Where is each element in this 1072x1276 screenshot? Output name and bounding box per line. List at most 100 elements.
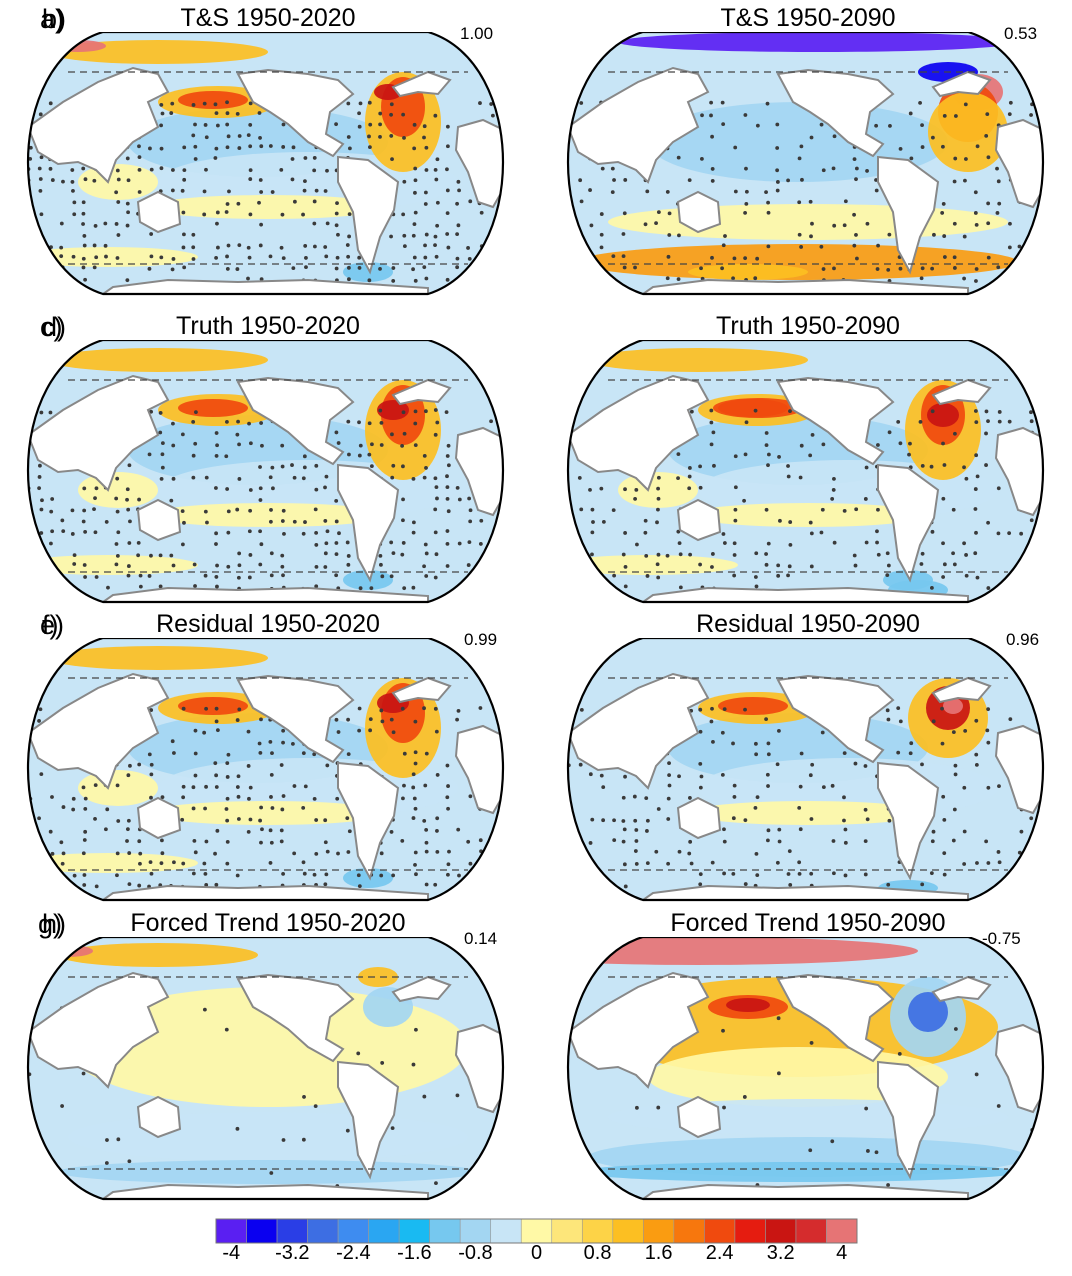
stipple-dot <box>687 851 692 856</box>
stipple-dot <box>51 574 55 579</box>
stipple-dot <box>821 267 826 271</box>
stipple-dot <box>984 409 989 414</box>
stipple-dot <box>270 806 275 810</box>
stipple-dot <box>435 816 440 821</box>
stipple-dot <box>986 520 990 525</box>
stipple-dot <box>435 773 440 777</box>
stipple-dot <box>799 144 804 149</box>
stipple-dot <box>445 496 450 501</box>
stipple-dot <box>380 574 385 579</box>
stipple-dot <box>468 199 473 204</box>
stipple-dot <box>601 519 606 524</box>
stipple-dot <box>37 166 42 171</box>
panel-f: Residual 1950-2090 f) 0.96 <box>42 608 1068 908</box>
stipple-dot <box>216 245 220 250</box>
stipple-dot <box>973 551 978 556</box>
pattern-correlation: 0.53 <box>1004 24 1038 43</box>
stipple-dot <box>590 530 595 535</box>
stipple-dot <box>875 529 879 534</box>
stipple-dot <box>390 475 395 480</box>
stipple-dot <box>171 421 175 426</box>
stipple-dot <box>986 707 991 712</box>
stipple-dot <box>92 178 97 183</box>
stipple-dot <box>28 145 33 150</box>
stipple-dot <box>676 277 681 282</box>
stipple-dot <box>171 476 176 481</box>
stipple-dot <box>323 245 328 249</box>
stipple-dot <box>290 177 295 182</box>
panel-label: b) <box>42 4 67 34</box>
stipple-dot <box>160 441 165 446</box>
stipple-dot <box>246 729 251 734</box>
stipple-dot <box>929 464 934 469</box>
stipple-dot <box>202 1007 207 1012</box>
stipple-dot <box>445 564 450 568</box>
stipple-dot <box>1039 111 1043 115</box>
stipple-dot <box>809 234 813 239</box>
stipple-dot <box>70 508 75 513</box>
colorbar-tick-label: -4 <box>222 1242 241 1264</box>
stipple-dot <box>973 487 978 491</box>
stipple-dot <box>953 772 958 777</box>
stipple-dot <box>908 441 912 446</box>
stipple-dot <box>665 276 670 281</box>
stipple-dot <box>478 882 483 887</box>
stipple-dot <box>237 146 242 150</box>
stipple-dot <box>500 520 503 525</box>
landmass <box>676 796 722 840</box>
stipple-dot <box>149 772 154 777</box>
stipple-dot <box>224 807 229 811</box>
map-border <box>567 638 1044 902</box>
stipple-dot <box>259 144 264 149</box>
stipple-dot <box>281 740 285 745</box>
stipple-dot <box>753 575 758 579</box>
stipple-dot <box>268 739 273 744</box>
stipple-dot <box>357 266 362 270</box>
stipple-dot <box>248 785 253 790</box>
stipple-dot <box>488 562 493 567</box>
landmass <box>639 586 969 602</box>
panel-title: Residual 1950-2090 <box>696 610 920 638</box>
stipple-dot <box>334 211 339 216</box>
stipple-dot <box>411 585 416 590</box>
stipple-dot <box>929 871 934 876</box>
stipple-dot <box>423 542 428 547</box>
stipple-dot <box>456 179 461 184</box>
stipple-dot <box>855 256 859 261</box>
stipple-dot <box>82 243 87 248</box>
stipple-dot <box>808 520 813 525</box>
stipple-dot <box>39 507 44 512</box>
stipple-dot <box>689 409 694 414</box>
stipple-dot <box>457 497 462 502</box>
stipple-dot <box>808 453 813 458</box>
stipple-dot <box>434 485 439 490</box>
stipple-dot <box>634 862 639 866</box>
stipple-dot <box>854 177 858 182</box>
stipple-dot <box>621 795 626 800</box>
stipple-dot <box>940 741 945 746</box>
stipple-dot <box>280 464 285 469</box>
stipple-dot <box>698 464 702 469</box>
stipple-dot <box>236 201 241 206</box>
landmass <box>877 463 940 583</box>
stipple-dot <box>248 817 253 822</box>
stipple-dot <box>953 156 958 161</box>
stipple-dot <box>28 530 32 535</box>
stipple-dot <box>720 772 725 777</box>
stipple-dot <box>182 520 186 525</box>
stipple-dot <box>810 762 815 767</box>
stipple-dot <box>314 188 319 193</box>
stipple-dot <box>466 246 470 250</box>
stipple-dot <box>723 234 727 238</box>
landmass <box>639 884 969 900</box>
stipple-dot <box>446 806 450 811</box>
stipple-dot <box>225 487 230 491</box>
trend-contour <box>908 992 948 1032</box>
stipple-dot <box>973 211 978 215</box>
stipple-dot <box>699 266 703 271</box>
stipple-dot <box>191 453 196 458</box>
stipple-dot <box>114 496 119 501</box>
stipple-dot <box>389 102 394 107</box>
stipple-dot <box>568 235 571 239</box>
stipple-dot <box>379 562 383 567</box>
